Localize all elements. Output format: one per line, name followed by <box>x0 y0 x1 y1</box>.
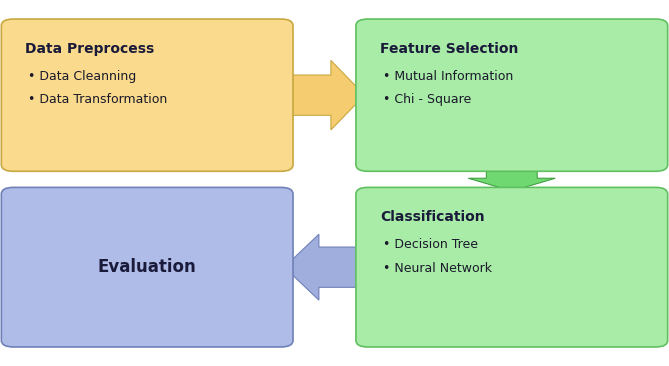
FancyBboxPatch shape <box>356 19 668 171</box>
Text: • Decision Tree: • Decision Tree <box>383 238 478 251</box>
Text: Data Preprocess: Data Preprocess <box>25 42 155 56</box>
Text: • Data Cleanning: • Data Cleanning <box>28 70 136 83</box>
Text: Classification: Classification <box>380 210 484 224</box>
Text: • Data Transformation: • Data Transformation <box>28 93 167 107</box>
Polygon shape <box>284 60 365 130</box>
Text: Feature Selection: Feature Selection <box>380 42 518 56</box>
FancyBboxPatch shape <box>1 187 293 347</box>
Text: • Chi - Square: • Chi - Square <box>383 93 471 107</box>
Text: • Mutual Information: • Mutual Information <box>383 70 513 83</box>
Polygon shape <box>284 234 367 300</box>
FancyBboxPatch shape <box>356 187 668 347</box>
Polygon shape <box>468 165 555 191</box>
Text: Evaluation: Evaluation <box>98 258 197 276</box>
FancyBboxPatch shape <box>1 19 293 171</box>
Text: • Neural Network: • Neural Network <box>383 262 492 275</box>
